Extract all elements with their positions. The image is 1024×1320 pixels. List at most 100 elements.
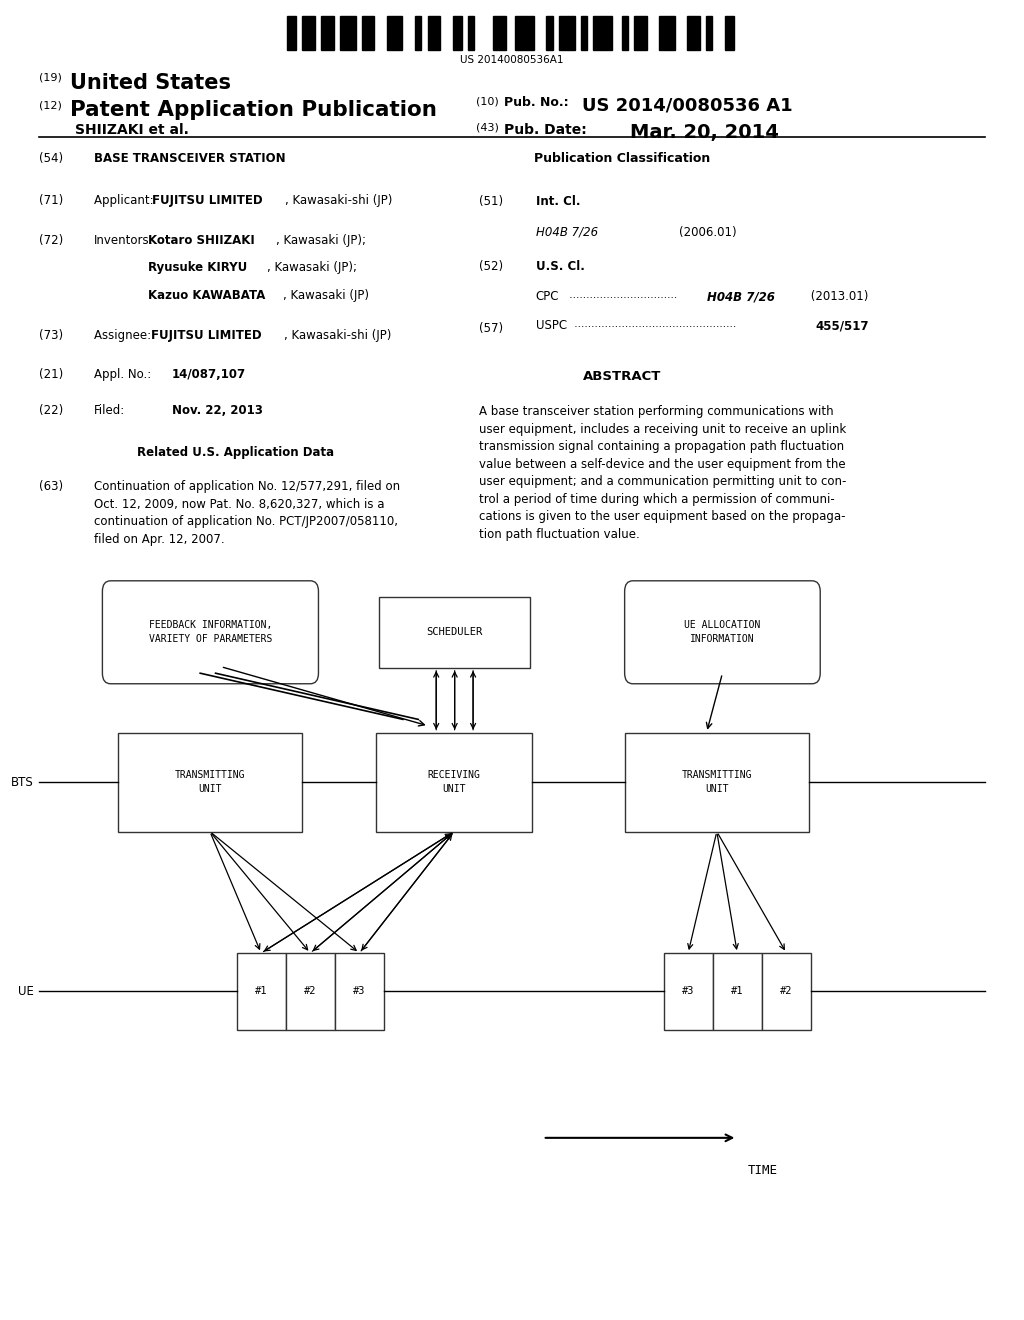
Text: #3: #3 (682, 986, 694, 997)
FancyBboxPatch shape (376, 733, 532, 832)
Text: FUJITSU LIMITED: FUJITSU LIMITED (151, 329, 261, 342)
Text: (19): (19) (39, 73, 61, 83)
Text: TRANSMITTING
UNIT: TRANSMITTING UNIT (175, 770, 245, 795)
Bar (659, 16, 666, 49)
Text: (51): (51) (479, 195, 504, 209)
Text: USPC: USPC (536, 319, 566, 333)
Text: (71): (71) (39, 194, 63, 207)
Bar (725, 16, 734, 49)
Text: Patent Application Publication: Patent Application Publication (70, 100, 436, 120)
Text: RECEIVING
UNIT: RECEIVING UNIT (428, 770, 480, 795)
Bar (453, 16, 462, 49)
Text: UE: UE (17, 985, 34, 998)
Bar (494, 16, 500, 49)
FancyBboxPatch shape (625, 581, 820, 684)
Text: (54): (54) (39, 152, 63, 165)
Text: Kotaro SHIIZAKI: Kotaro SHIIZAKI (148, 234, 255, 247)
Text: (22): (22) (39, 404, 63, 417)
Text: , Kawasaki-shi (JP): , Kawasaki-shi (JP) (284, 329, 391, 342)
Bar (302, 16, 308, 49)
Text: Kazuo KAWABATA: Kazuo KAWABATA (148, 289, 266, 302)
Bar (322, 16, 334, 49)
Text: , Kawasaki-shi (JP): , Kawasaki-shi (JP) (285, 194, 392, 207)
Text: BTS: BTS (11, 776, 34, 788)
Bar (393, 16, 402, 49)
Bar (606, 16, 612, 49)
Text: Publication Classification: Publication Classification (535, 152, 711, 165)
Bar (415, 16, 421, 49)
Text: FEEDBACK INFORMATION,
VARIETY OF PARAMETERS: FEEDBACK INFORMATION, VARIETY OF PARAMET… (148, 620, 272, 644)
Text: (72): (72) (39, 234, 63, 247)
Bar (581, 16, 587, 49)
Text: (21): (21) (39, 368, 63, 381)
Bar (693, 16, 699, 49)
Text: H04B 7/26: H04B 7/26 (707, 290, 774, 304)
Bar (547, 16, 553, 49)
Text: Related U.S. Application Data: Related U.S. Application Data (137, 446, 334, 459)
Text: (10): (10) (476, 96, 499, 107)
Text: United States: United States (70, 73, 230, 92)
Text: 455/517: 455/517 (815, 319, 868, 333)
Bar (500, 16, 506, 49)
Text: (57): (57) (479, 322, 504, 335)
Text: H04B 7/26: H04B 7/26 (536, 226, 598, 239)
FancyBboxPatch shape (713, 953, 762, 1030)
Text: Int. Cl.: Int. Cl. (536, 195, 580, 209)
Text: (2013.01): (2013.01) (807, 290, 868, 304)
Text: #2: #2 (304, 986, 316, 997)
Bar (634, 16, 646, 49)
Text: U.S. Cl.: U.S. Cl. (536, 260, 585, 273)
Text: Continuation of application No. 12/577,291, filed on
Oct. 12, 2009, now Pat. No.: Continuation of application No. 12/577,2… (94, 480, 400, 546)
Text: , Kawasaki (JP): , Kawasaki (JP) (283, 289, 369, 302)
Bar (468, 16, 474, 49)
Text: #3: #3 (353, 986, 366, 997)
Text: #2: #2 (780, 986, 793, 997)
Bar (361, 16, 375, 49)
FancyBboxPatch shape (762, 953, 811, 1030)
Text: ABSTRACT: ABSTRACT (584, 370, 662, 383)
Text: (43): (43) (476, 123, 499, 133)
Bar (521, 16, 534, 49)
Bar (308, 16, 315, 49)
Text: US 20140080536A1: US 20140080536A1 (460, 55, 564, 66)
FancyBboxPatch shape (625, 733, 809, 832)
Text: (12): (12) (39, 100, 61, 111)
Bar (287, 16, 296, 49)
Text: BASE TRANSCEIVER STATION: BASE TRANSCEIVER STATION (94, 152, 286, 165)
Bar (428, 16, 434, 49)
FancyBboxPatch shape (379, 597, 530, 668)
Text: UE ALLOCATION
INFORMATION: UE ALLOCATION INFORMATION (684, 620, 761, 644)
Text: TRANSMITTING
UNIT: TRANSMITTING UNIT (682, 770, 752, 795)
Text: 14/087,107: 14/087,107 (172, 368, 246, 381)
Bar (687, 16, 693, 49)
Text: FUJITSU LIMITED: FUJITSU LIMITED (152, 194, 262, 207)
FancyBboxPatch shape (335, 953, 384, 1030)
Text: (73): (73) (39, 329, 63, 342)
Text: Mar. 20, 2014: Mar. 20, 2014 (630, 123, 778, 141)
Bar (706, 16, 713, 49)
Bar (622, 16, 628, 49)
FancyBboxPatch shape (118, 733, 302, 832)
Bar (666, 16, 675, 49)
Text: Nov. 22, 2013: Nov. 22, 2013 (172, 404, 263, 417)
Text: (2006.01): (2006.01) (679, 226, 736, 239)
Bar (559, 16, 568, 49)
Text: SCHEDULER: SCHEDULER (427, 627, 482, 638)
Text: Inventors:: Inventors: (94, 234, 154, 247)
Bar (340, 16, 349, 49)
Text: ................................................: ........................................… (571, 319, 736, 330)
Text: Applicant:: Applicant: (94, 194, 158, 207)
Bar (593, 16, 606, 49)
Text: , Kawasaki (JP);: , Kawasaki (JP); (267, 261, 357, 275)
FancyBboxPatch shape (664, 953, 713, 1030)
Text: US 2014/0080536 A1: US 2014/0080536 A1 (582, 96, 793, 115)
Bar (515, 16, 521, 49)
Bar (568, 16, 574, 49)
Text: Filed:: Filed: (94, 404, 126, 417)
Bar (434, 16, 440, 49)
Text: , Kawasaki (JP);: , Kawasaki (JP); (276, 234, 367, 247)
Text: Assignee:: Assignee: (94, 329, 155, 342)
Text: Appl. No.:: Appl. No.: (94, 368, 159, 381)
Text: Pub. No.:: Pub. No.: (504, 96, 568, 110)
Text: #1: #1 (731, 986, 743, 997)
